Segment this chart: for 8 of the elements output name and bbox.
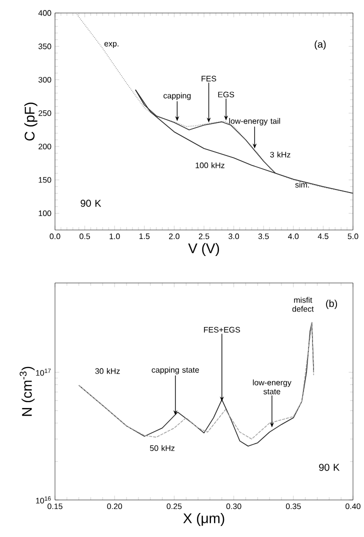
annotation: (b) [326, 300, 337, 310]
y-axis-title: C (pF) [24, 102, 38, 141]
x-axis-title: V (V) [188, 243, 219, 256]
annotation: 90 K [80, 200, 102, 207]
x-axis-title: X (μm) [183, 512, 224, 526]
annotation: 90 K [319, 464, 340, 471]
y-axis-title: N (cm$^{-3}$) [20, 366, 35, 416]
annotation: (a) [314, 40, 326, 50]
